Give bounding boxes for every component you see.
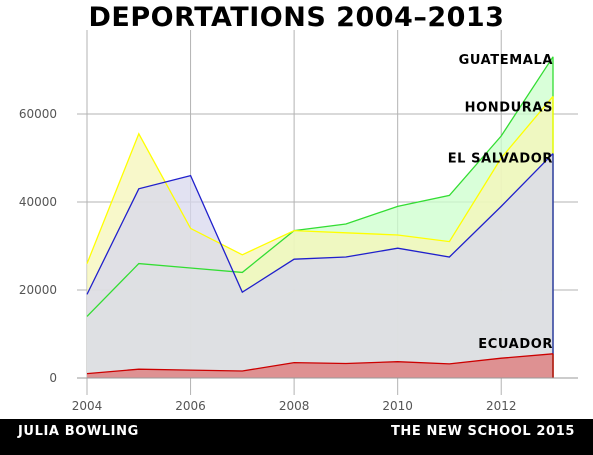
y-tick-label: 40000 xyxy=(19,195,57,209)
footer-author: JULIA BOWLING xyxy=(18,424,139,439)
series-label-guatemala: GUATEMALA xyxy=(459,53,553,68)
footer-bar: JULIA BOWLING THE NEW SCHOOL 2015 xyxy=(0,419,593,455)
area-chart: 0 20000 40000 60000 2004 2006 2008 2010 2012 GUA… xyxy=(19,30,578,413)
series-areas xyxy=(87,56,553,379)
series-labels: GUATEMALA HONDURAS EL SALVADOR ECUADOR xyxy=(448,53,553,352)
chart-title: DEPORTATIONS 2004–2013 xyxy=(88,2,505,33)
line-ecuador xyxy=(86,353,554,375)
footer-organization: THE NEW SCHOOL 2015 xyxy=(390,424,575,439)
series-label-ecuador: ECUADOR xyxy=(478,337,553,352)
series-label-el-salvador: EL SALVADOR xyxy=(448,152,553,167)
line-el-salvador xyxy=(86,153,554,295)
line-honduras xyxy=(86,95,554,264)
line-guatemala xyxy=(86,56,554,317)
y-tick-label: 20000 xyxy=(19,283,57,297)
x-tick-label: 2010 xyxy=(382,399,413,413)
series-label-honduras: HONDURAS xyxy=(465,100,553,115)
area-el-salvador xyxy=(87,153,553,378)
area-ecuador xyxy=(87,353,553,378)
y-tick-label: 0 xyxy=(49,371,57,385)
axes: 0 20000 40000 60000 2004 2006 2008 2010 2012 xyxy=(19,107,578,413)
x-tick-label: 2004 xyxy=(72,399,103,413)
x-tick-label: 2008 xyxy=(279,399,310,413)
y-tick-label: 60000 xyxy=(19,107,57,121)
x-tick-label: 2012 xyxy=(486,399,517,413)
x-tick-label: 2006 xyxy=(175,399,206,413)
series-lines xyxy=(86,56,554,378)
